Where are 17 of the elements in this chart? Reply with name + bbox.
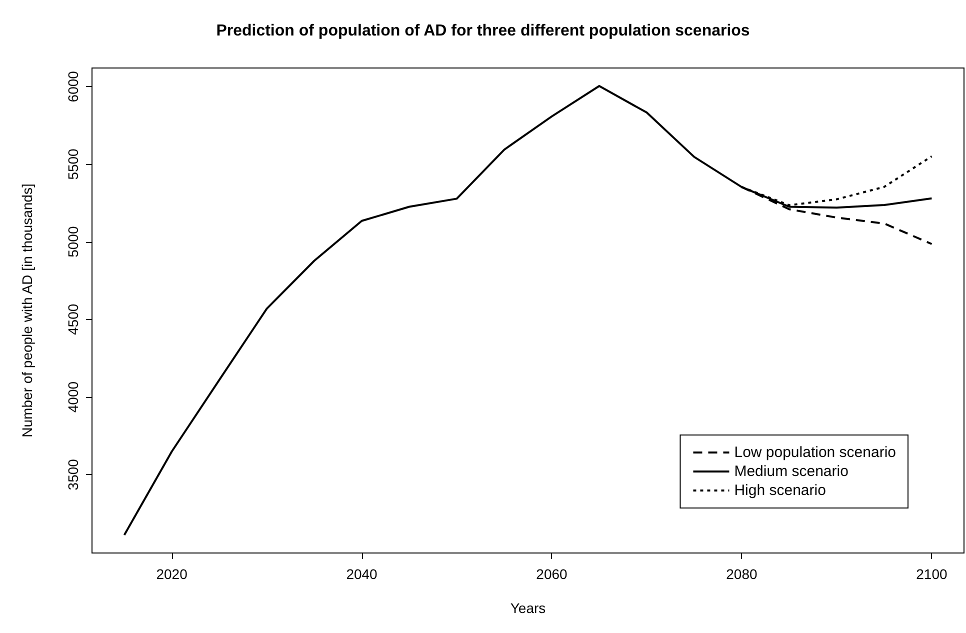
x-tick-label: 2080 [726,566,758,582]
y-tick-label: 5000 [65,226,81,258]
y-tick-label: 4000 [65,381,81,413]
chart-title: Prediction of population of AD for three different population scenarios [216,22,750,40]
legend-label: Medium scenario [734,463,848,480]
x-axis-title: Years [510,600,546,616]
legend-label: High scenario [734,482,826,499]
x-tick-label: 2020 [156,566,188,582]
y-tick-label: 4500 [65,304,81,335]
x-tick-label: 2060 [536,566,568,582]
y-tick-label: 3500 [65,458,81,490]
x-tick-label: 2100 [916,566,948,582]
legend-label: Low population scenario [734,444,896,461]
y-tick-label: 6000 [65,70,81,102]
y-axis-title: Number of people with AD [in thousands] [19,184,35,438]
y-tick-label: 5500 [65,148,81,180]
x-tick-label: 2040 [346,566,378,582]
